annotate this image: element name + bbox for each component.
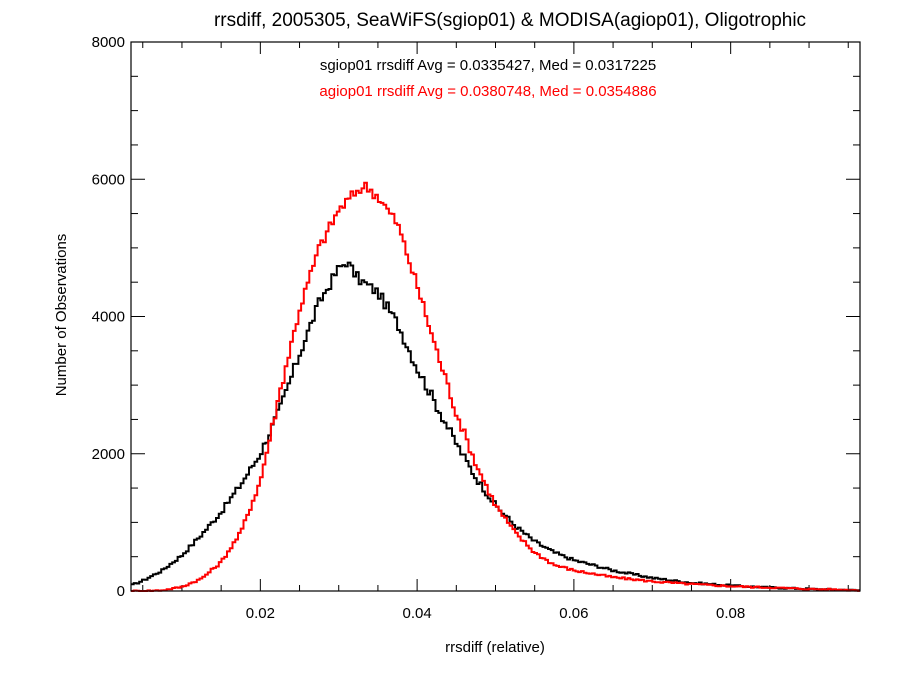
x-tick-label: 0.06 xyxy=(559,605,588,622)
y-tick-label: 2000 xyxy=(92,446,125,463)
annotation-agiop01: agiop01 rrsdiff Avg = 0.0380748, Med = 0… xyxy=(319,83,656,100)
y-tick-label: 6000 xyxy=(92,171,125,188)
axis-ticks: 0.02 0.04 0.06 0.08 0 2000 4000 6000 8000 xyxy=(92,34,860,622)
y-axis-label: Number of Observations xyxy=(53,234,70,397)
x-axis-label: rrsdiff (relative) xyxy=(445,639,545,656)
annotation-sgiop01: sgiop01 rrsdiff Avg = 0.0335427, Med = 0… xyxy=(320,57,656,74)
series-line-agiop01 xyxy=(131,181,860,592)
chart-title: rrsdiff, 2005305, SeaWiFS(sgiop01) & MOD… xyxy=(214,10,806,31)
x-tick-label: 0.08 xyxy=(716,605,745,622)
y-tick-label: 0 xyxy=(117,583,125,600)
y-tick-label: 4000 xyxy=(92,309,125,326)
y-tick-label: 8000 xyxy=(92,34,125,51)
series-layer xyxy=(131,181,860,592)
series-line-sgiop01 xyxy=(131,261,860,592)
x-tick-label: 0.02 xyxy=(246,605,275,622)
x-tick-label: 0.04 xyxy=(403,605,432,622)
plot-frame xyxy=(130,41,861,592)
